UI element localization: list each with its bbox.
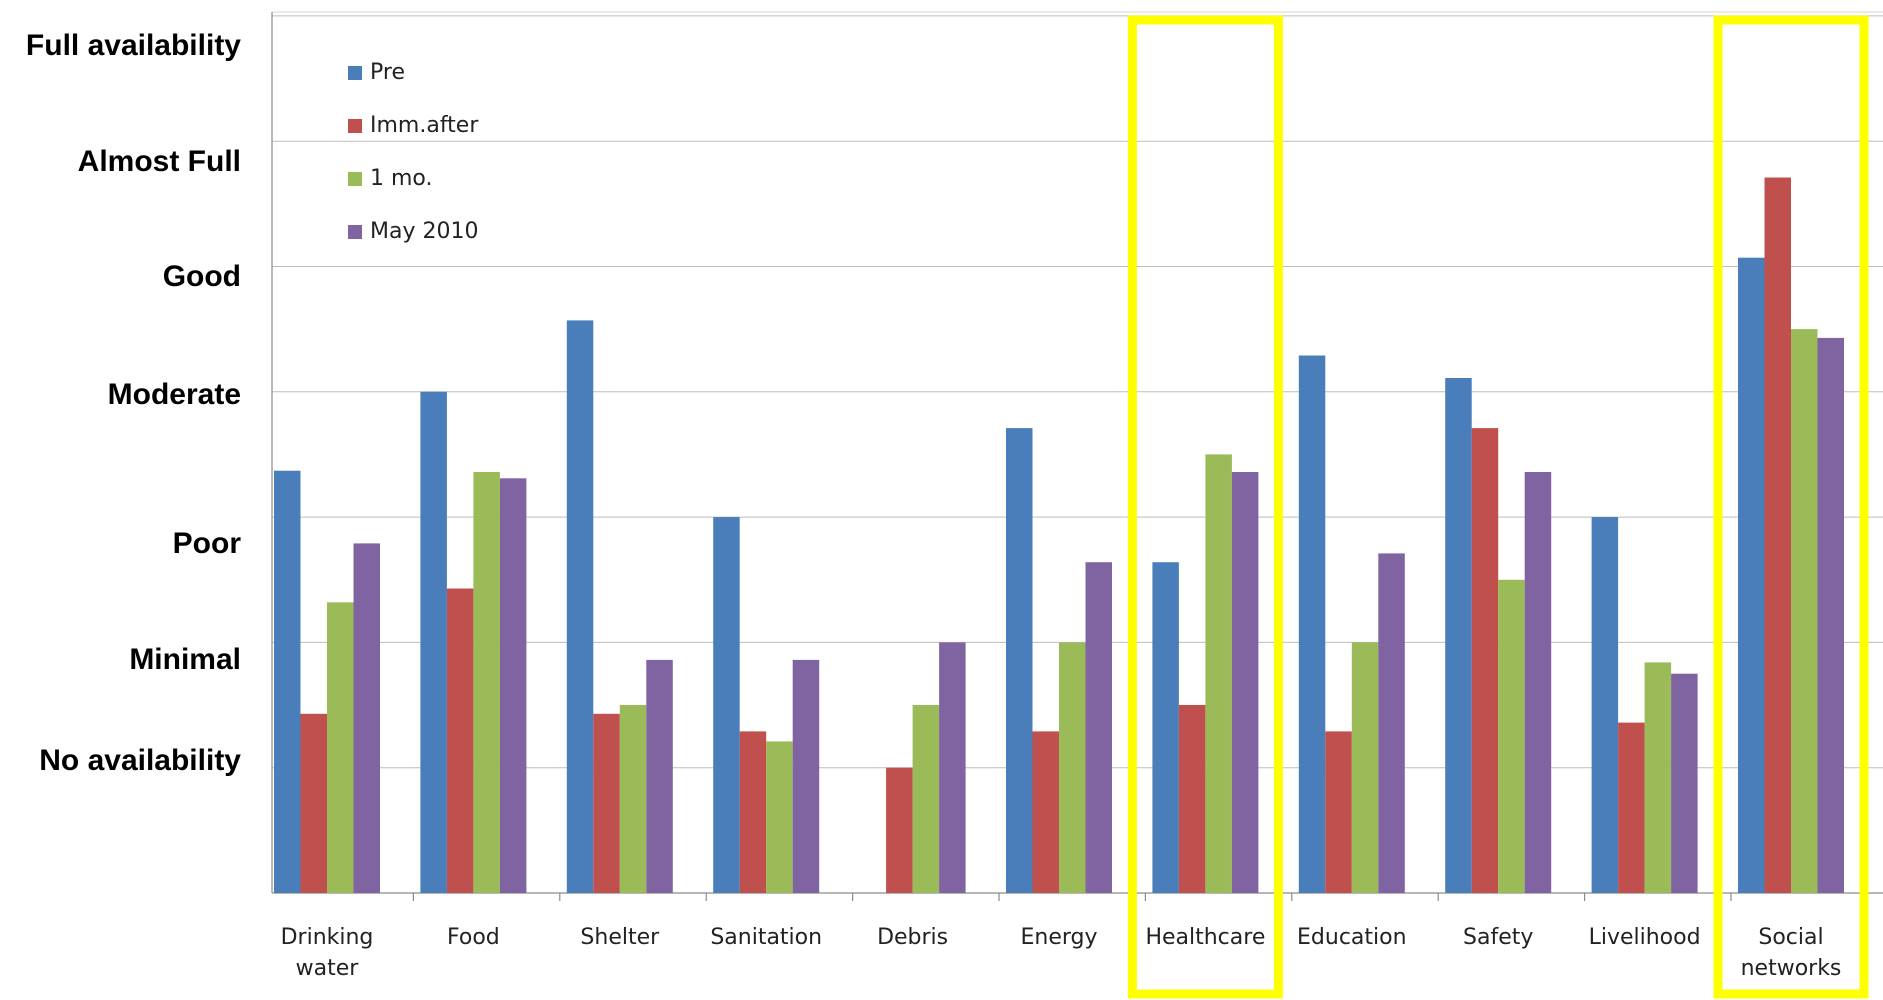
- y-tick-label-almost-full: Almost Full: [78, 145, 241, 178]
- bar-social-networks-pre: [1738, 257, 1765, 893]
- bar-food-pre: [420, 391, 447, 893]
- bar-debris-may-2010: [939, 642, 966, 893]
- bar-debris-1-mo: [912, 705, 940, 893]
- bar-safety-imm-after: [1471, 428, 1499, 893]
- bar-social-networks-1-mo: [1791, 329, 1818, 894]
- bar-healthcare-may-2010: [1231, 472, 1259, 893]
- legend-swatch-1-mo: [348, 172, 362, 186]
- legend-swatch-pre: [348, 66, 362, 80]
- bar-healthcare-1-mo: [1205, 454, 1232, 893]
- legend-label-may-2010: May 2010: [370, 219, 478, 244]
- legend-swatch-imm-after: [348, 119, 362, 133]
- bar-debris-imm-after: [886, 767, 913, 893]
- bar-social-networks-imm-after: [1764, 177, 1791, 893]
- bar-livelihood-may-2010: [1671, 673, 1698, 893]
- x-tick-label-sanitation: Sanitation: [710, 925, 822, 950]
- bar-social-networks-may-2010: [1817, 337, 1844, 893]
- x-tick-label-education: Education: [1297, 925, 1407, 950]
- bar-food-may-2010: [499, 478, 527, 893]
- bar-drinking-water-pre: [274, 470, 301, 893]
- legend-label-pre: Pre: [370, 60, 405, 85]
- bar-drinking-water-may-2010: [353, 543, 380, 893]
- bar-energy-may-2010: [1085, 562, 1112, 893]
- bar-shelter-may-2010: [646, 659, 673, 893]
- x-tick-label-debris: Debris: [877, 925, 948, 950]
- bar-food-imm-after: [446, 588, 474, 893]
- bar-sanitation-may-2010: [792, 659, 820, 893]
- bar-energy-imm-after: [1032, 731, 1059, 893]
- bar-shelter-1-mo: [619, 705, 647, 893]
- y-axis-labels: No availability Minimal Poor Moderate Good Al…: [26, 29, 241, 777]
- bar-education-1-mo: [1351, 642, 1379, 893]
- highlight-boxes: [1127, 15, 1869, 999]
- bar-healthcare-pre: [1152, 562, 1179, 893]
- legend-swatch-may-2010: [348, 225, 362, 239]
- bar-energy-pre: [1006, 428, 1033, 893]
- x-tick-label-healthcare: Healthcare: [1145, 925, 1265, 950]
- x-tick-label-drinking-water: Drinking water: [281, 925, 374, 981]
- bar-livelihood-pre: [1591, 517, 1619, 893]
- bar-shelter-pre: [566, 320, 594, 893]
- bar-safety-pre: [1445, 378, 1472, 893]
- y-tick-label-no-availability: No availability: [39, 744, 241, 777]
- x-axis-labels: Drinking water Food Shelter Sanitation Debris…: [281, 925, 1842, 981]
- bar-healthcare-imm-after: [1178, 705, 1206, 893]
- x-tick-label-energy: Energy: [1020, 925, 1097, 950]
- y-tick-label-good: Good: [163, 260, 241, 293]
- y-tick-label-minimal: Minimal: [129, 643, 241, 676]
- bar-sanitation-imm-after: [739, 731, 767, 893]
- y-tick-label-full-availability: Full availability: [26, 29, 241, 62]
- bar-education-pre: [1298, 355, 1326, 893]
- legend: Pre Imm.after 1 mo. May 2010: [348, 60, 479, 244]
- bar-safety-may-2010: [1524, 472, 1552, 893]
- bars: [274, 177, 1844, 894]
- bar-sanitation-pre: [713, 517, 740, 893]
- x-tick-label-safety: Safety: [1463, 925, 1533, 950]
- highlight-box-social-networks: [1713, 15, 1869, 999]
- bar-education-imm-after: [1325, 731, 1352, 893]
- bar-safety-1-mo: [1498, 579, 1525, 894]
- bar-energy-1-mo: [1059, 642, 1086, 893]
- legend-label-imm-after: Imm.after: [370, 113, 479, 138]
- x-tick-label-social-networks: Social networks: [1741, 925, 1842, 981]
- x-tick-label-shelter: Shelter: [580, 925, 660, 950]
- bar-drinking-water-1-mo: [327, 602, 354, 893]
- bar-food-1-mo: [473, 472, 500, 893]
- bar-drinking-water-imm-after: [300, 713, 327, 893]
- highlight-box-healthcare: [1127, 15, 1283, 999]
- x-tick-label-food: Food: [447, 925, 500, 950]
- x-tick-label-livelihood: Livelihood: [1589, 925, 1701, 950]
- bar-livelihood-imm-after: [1618, 722, 1645, 893]
- bar-shelter-imm-after: [593, 713, 620, 893]
- y-tick-label-poor: Poor: [173, 527, 242, 560]
- bar-education-may-2010: [1378, 553, 1405, 893]
- bar-livelihood-1-mo: [1644, 662, 1672, 893]
- gridlines: [272, 11, 1883, 769]
- y-tick-label-moderate: Moderate: [108, 378, 241, 411]
- legend-label-1-mo: 1 mo.: [370, 166, 433, 191]
- bar-sanitation-1-mo: [766, 741, 793, 893]
